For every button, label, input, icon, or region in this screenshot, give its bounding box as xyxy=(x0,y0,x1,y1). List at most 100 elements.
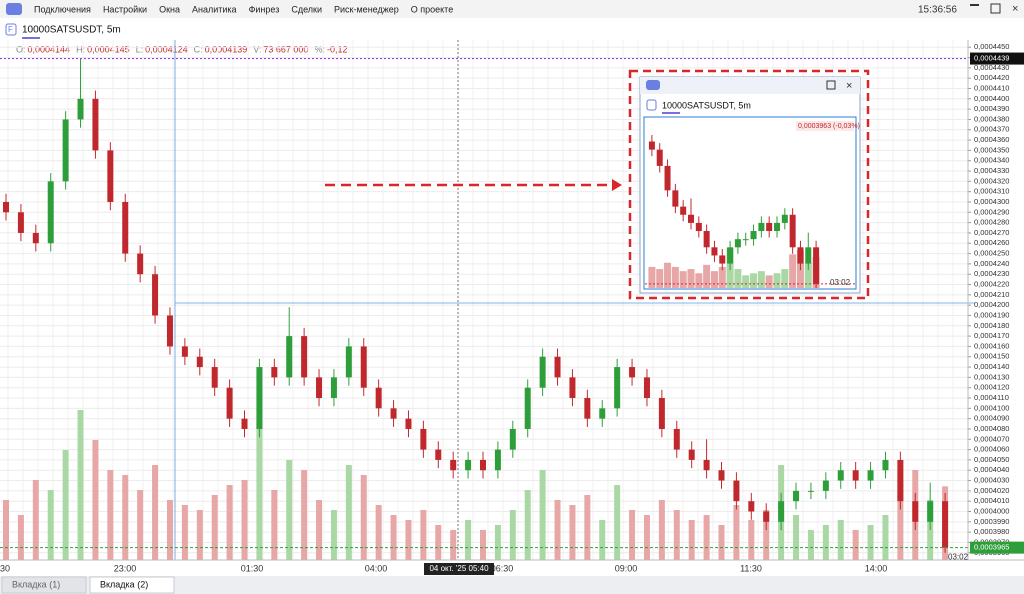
y-tick-label: 0,0004320 xyxy=(974,176,1009,185)
ohlc-label: V: xyxy=(253,44,261,54)
tab-label[interactable]: Вкладка (1) xyxy=(12,579,60,589)
y-tick-label: 0,0004010 xyxy=(974,496,1009,505)
ohlc-value: 0,0004139 xyxy=(205,44,248,54)
menu-item[interactable]: Окна xyxy=(159,4,180,14)
inset-title: 10000SATSUSDT, 5m xyxy=(662,100,751,110)
y-tick-label: 0,0004400 xyxy=(974,94,1009,103)
y-tick-label: 0,0004120 xyxy=(974,383,1009,392)
candle-body xyxy=(509,428,516,450)
tab-label[interactable]: Вкладка (2) xyxy=(100,579,148,589)
plot-area: 30 23:00 01:30 04:00 06:30 09:00 11:30 14:00 04 … xyxy=(0,40,1024,575)
candle-body xyxy=(658,398,665,429)
inset-candle-body xyxy=(758,222,765,232)
y-tick-label: 0,0004380 xyxy=(974,114,1009,123)
candle-body xyxy=(137,253,144,275)
volume-bar xyxy=(256,420,263,560)
candle-body xyxy=(122,201,129,254)
menu-item[interactable]: Риск-менеджер xyxy=(334,4,399,14)
candle-body xyxy=(375,387,382,409)
volume-bar xyxy=(703,515,710,560)
y-tick-label: 0,0004080 xyxy=(974,424,1009,433)
inset-candle-body xyxy=(734,239,741,248)
maximize-button[interactable] xyxy=(990,3,1001,14)
annotation-arrowhead xyxy=(612,179,622,191)
inset-close[interactable]: × xyxy=(846,80,852,92)
y-tick-label: 0,0004100 xyxy=(974,403,1009,412)
menu-item[interactable]: Настройки xyxy=(103,4,147,14)
y-tick-label: 0,0004050 xyxy=(974,455,1009,464)
candle-body xyxy=(480,459,486,471)
volume-bar xyxy=(152,465,159,560)
candle-body xyxy=(807,490,814,492)
y-tick-label: 0,0003990 xyxy=(974,517,1009,526)
ohlc-value: 0,0004144 xyxy=(28,44,71,54)
tab[interactable] xyxy=(1,576,87,594)
volume-bar xyxy=(405,520,412,560)
candle-body xyxy=(524,387,531,429)
candle-body xyxy=(733,480,740,502)
inset-volume-bar xyxy=(765,275,773,288)
x-tick-label: 11:30 xyxy=(740,563,762,573)
volume-bar xyxy=(62,450,69,560)
y-tick-label: 0,0004390 xyxy=(974,104,1009,113)
inset-candle-body xyxy=(781,214,788,223)
inset-plot xyxy=(643,116,857,290)
inset-candle-body xyxy=(750,231,757,240)
inset-logo xyxy=(646,80,660,90)
volume-bar xyxy=(629,510,636,560)
inset-titlebar xyxy=(640,77,860,94)
volume-bar xyxy=(822,525,829,560)
candle-body xyxy=(345,346,352,378)
candle-body xyxy=(241,418,248,429)
volume-bar xyxy=(599,520,606,560)
tab[interactable] xyxy=(89,576,175,594)
high-price-badge xyxy=(970,52,1024,65)
menu-item[interactable]: Финрез xyxy=(249,4,280,14)
volume-bar xyxy=(658,500,665,560)
candle-body xyxy=(643,377,650,399)
menu-item[interactable]: Сделки xyxy=(291,4,322,14)
candle-body xyxy=(494,449,501,471)
candle-body xyxy=(107,150,114,202)
chart-title[interactable]: 10000SATSUSDT, 5m xyxy=(22,25,121,36)
candle-body xyxy=(912,501,919,522)
y-tick-label: 0,0004140 xyxy=(974,362,1009,371)
volume-bar xyxy=(897,480,904,560)
candle-body xyxy=(465,459,472,471)
volume-bar xyxy=(643,515,650,560)
inset-candle-body xyxy=(766,222,773,232)
tab-bar xyxy=(0,576,1024,594)
minimize-button[interactable] xyxy=(970,4,979,6)
inset-maximize[interactable] xyxy=(826,80,836,90)
crosshair-time-label: 04 окт. '25 05:40 xyxy=(429,564,489,573)
inset-volume-bar xyxy=(695,273,703,288)
inset-volume-bar xyxy=(804,262,812,288)
tabs: Вкладка (1) Вкладка (2) xyxy=(1,576,175,594)
ohlc-value: 73 667 000 xyxy=(263,44,308,54)
candle-body xyxy=(405,418,412,429)
menu-item[interactable]: О проекте xyxy=(411,4,453,14)
candle-body xyxy=(152,274,159,316)
inset-window: × 10000SATSUSDT, 5m 0,0003963 (-0,03%) 0… xyxy=(639,76,861,294)
inset-candle-body xyxy=(680,206,687,215)
inset-countdown: 03:02 xyxy=(830,278,851,287)
menu-item[interactable]: Аналитика xyxy=(192,4,237,14)
menu-item[interactable]: Подключения xyxy=(34,4,91,14)
volume-bar xyxy=(17,515,24,560)
candle-body xyxy=(196,356,203,368)
volume-bar xyxy=(181,505,188,560)
volume-bar xyxy=(569,505,576,560)
inset-candle-body xyxy=(774,222,780,232)
volume-bar xyxy=(882,515,889,560)
candle-body xyxy=(763,511,770,522)
y-tick-label: 0,0004130 xyxy=(974,372,1009,381)
candle-body xyxy=(629,367,636,378)
inset-volume-bar xyxy=(648,266,656,288)
y-tick-label: 0,0004200 xyxy=(974,300,1009,309)
candle-body xyxy=(435,449,442,460)
last-price-badge xyxy=(970,541,1024,554)
y-tick-label: 0,0004410 xyxy=(974,83,1009,92)
y-tick-label: 0,0004420 xyxy=(974,73,1009,82)
candle-body xyxy=(181,346,188,357)
close-button[interactable]: × xyxy=(1012,3,1018,15)
